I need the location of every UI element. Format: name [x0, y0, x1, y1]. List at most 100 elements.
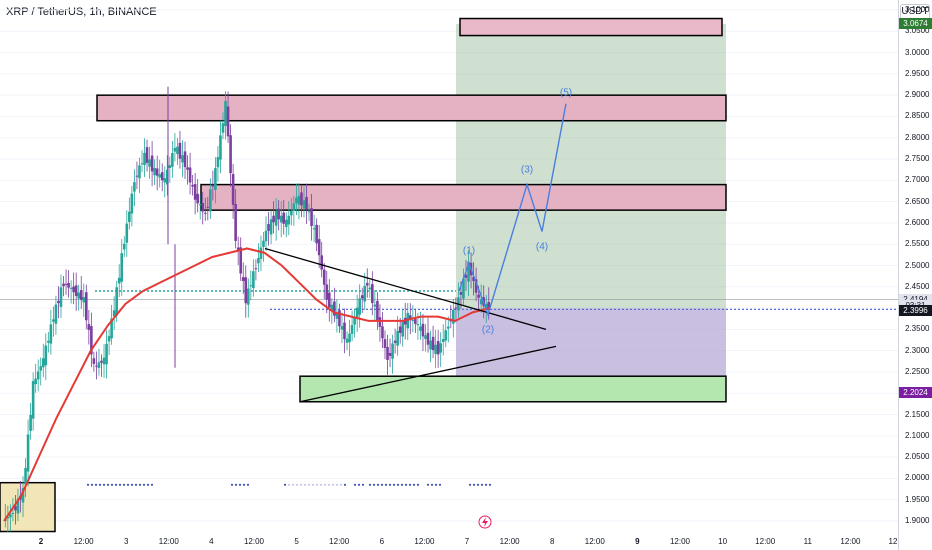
candle-body — [95, 365, 98, 367]
candle-body — [219, 135, 222, 160]
candle-body — [393, 340, 397, 343]
candle-body — [396, 330, 399, 346]
candle-body — [59, 287, 63, 307]
candle-body — [196, 193, 199, 204]
candle-body — [26, 434, 30, 472]
candle-body — [381, 326, 384, 339]
candle-body — [120, 253, 124, 282]
candle-body — [444, 330, 448, 341]
time-tick-label: 9 — [635, 537, 640, 546]
session-dot — [331, 483, 335, 486]
candle-body — [446, 326, 450, 329]
time-tick-label: 11 — [803, 537, 812, 546]
candle-body — [287, 215, 291, 225]
candle-body — [472, 276, 475, 282]
session-dot — [106, 483, 110, 486]
price-tag: 03:31 — [899, 299, 932, 311]
candle-body — [128, 211, 131, 223]
candle-body — [328, 292, 331, 308]
candle-body — [183, 151, 187, 168]
time-tick-label: 7 — [464, 537, 470, 546]
candle-body — [198, 204, 202, 206]
session-dot — [118, 483, 122, 486]
time-tick-label: 12:00 — [158, 537, 179, 546]
candle-body — [477, 294, 480, 298]
price-chart[interactable]: (1) (2) (3) (4) (5) — [0, 0, 898, 550]
candle-body — [24, 468, 27, 485]
candle-body — [386, 347, 389, 360]
candle-body — [300, 192, 303, 206]
session-dot — [234, 483, 238, 486]
candle-body — [292, 203, 296, 212]
candle-body — [9, 514, 12, 518]
candle-body — [201, 202, 205, 212]
candle-body — [436, 340, 440, 355]
candle-body — [297, 195, 301, 205]
time-tick-label: 12:00 — [584, 537, 605, 546]
session-dot — [291, 483, 295, 486]
candle-body — [44, 345, 48, 366]
wave-label: (4) — [536, 241, 548, 252]
session-dot — [384, 483, 388, 486]
candle-body — [100, 360, 103, 363]
candle-body — [148, 159, 151, 167]
candle-body — [416, 324, 420, 326]
candle-body — [135, 175, 139, 177]
session-dot — [368, 483, 372, 486]
price-tick-label: 2.8500 — [905, 111, 930, 121]
session-dot — [438, 483, 442, 486]
candle-body — [69, 287, 73, 289]
candle-body — [431, 336, 435, 351]
candle-body — [39, 366, 43, 371]
session-dot — [319, 483, 323, 486]
candle-body — [34, 378, 37, 385]
session-dot — [242, 483, 246, 486]
price-tick-label: 3.0500 — [905, 26, 930, 36]
candle-body — [360, 295, 364, 299]
session-dot — [357, 483, 361, 486]
price-tick-label: 2.3500 — [905, 324, 930, 334]
candle-body — [188, 167, 192, 183]
session-dot — [94, 483, 98, 486]
candle-body — [181, 155, 184, 163]
time-tick-label: 12:00 — [73, 537, 94, 546]
candle-body — [64, 283, 68, 285]
session-dot — [343, 483, 347, 486]
candle-body — [429, 340, 432, 350]
candle-body — [274, 210, 278, 226]
candle-body — [168, 165, 172, 169]
session-dot — [98, 483, 102, 486]
candle-body — [138, 165, 141, 179]
time-tick-label: 6 — [379, 537, 385, 546]
candle-body — [284, 219, 288, 228]
time-tick-label: 2 — [38, 537, 44, 546]
price-tick-label: 2.5500 — [905, 239, 930, 249]
time-tick-label: 12:00 — [755, 537, 776, 546]
candle-body — [130, 193, 134, 214]
session-dot — [476, 483, 480, 486]
candle-body — [102, 357, 106, 365]
session-dot — [230, 483, 234, 486]
candle-body — [269, 219, 273, 235]
candle-body — [335, 313, 339, 319]
time-tick-label: 12:00 — [669, 537, 691, 546]
session-dot — [396, 483, 400, 486]
triangle-upper-line — [264, 247, 547, 330]
candle-body — [87, 324, 91, 330]
candle-body — [424, 335, 427, 339]
session-dot — [468, 483, 472, 486]
session-dot — [408, 483, 412, 486]
candle-body — [6, 516, 10, 519]
session-dot — [480, 483, 484, 486]
candle-body — [330, 304, 334, 311]
price-axis[interactable] — [898, 0, 932, 550]
candle-body — [315, 224, 318, 244]
session-dot — [434, 483, 438, 486]
time-tick-label: 12:00 — [414, 537, 435, 546]
time-tick-label: 12 — [888, 537, 898, 546]
price-tick-label: 2.6500 — [905, 196, 930, 206]
session-dot — [388, 483, 392, 486]
time-tick-label: 4 — [209, 537, 214, 546]
candle-body — [122, 243, 126, 250]
session-dot — [315, 483, 319, 486]
